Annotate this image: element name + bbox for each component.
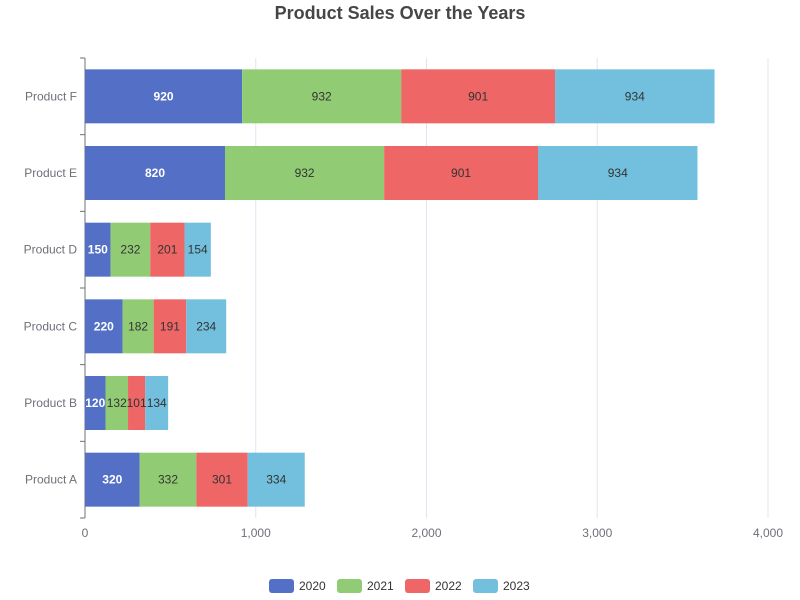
bar-value-label: 901 [468, 89, 488, 103]
legend-item-2022[interactable]: 2022 [405, 579, 462, 593]
x-tick-label: 3,000 [582, 526, 612, 540]
bar-value-label: 220 [94, 319, 114, 333]
legend-item-2020[interactable]: 2020 [269, 579, 326, 593]
bar-value-label: 234 [196, 319, 216, 333]
y-tick-label: Product B [24, 396, 77, 410]
bar-segment-2023-product-b[interactable] [145, 376, 169, 430]
grid-lines [255, 58, 769, 518]
bar-value-label: 120 [85, 396, 105, 410]
bar-value-label: 932 [312, 89, 332, 103]
legend-swatch [405, 579, 430, 593]
legend-swatch [337, 579, 362, 593]
legend-swatch [269, 579, 294, 593]
bar-value-labels: 320 332 301 334 120 132 101 134 220 182 191 234 150 2… [85, 89, 645, 486]
axes: 0 1,000 2,000 3,000 4,000 Product A Product B P… [24, 57, 783, 540]
bar-value-label: 901 [451, 166, 471, 180]
bar-value-label: 154 [188, 243, 208, 257]
bar-value-label: 334 [266, 473, 286, 487]
bar-segment-2021-product-d[interactable] [110, 222, 151, 277]
chart-title: Product Sales Over the Years [275, 3, 526, 23]
y-tick-label: Product D [24, 243, 78, 257]
bar-value-label: 320 [102, 473, 122, 487]
bar-segment-2020-product-d[interactable] [85, 222, 111, 277]
bar-segment-2022-product-d[interactable] [150, 222, 185, 277]
legend-label: 2020 [299, 579, 326, 593]
bar-segment-2023-product-f[interactable] [555, 69, 715, 124]
bar-segment-2021-product-f[interactable] [242, 69, 402, 124]
bars [85, 69, 715, 507]
bar-value-label: 332 [158, 473, 178, 487]
legend[interactable]: 2020 2021 2022 2023 [269, 579, 530, 593]
bar-segment-2023-product-c[interactable] [186, 299, 227, 354]
bar-value-label: 232 [120, 243, 140, 257]
x-tick-label: 2,000 [411, 526, 441, 540]
legend-swatch [473, 579, 498, 593]
bar-value-label: 820 [145, 166, 165, 180]
x-tick-label: 1,000 [241, 526, 271, 540]
x-tick-label: 0 [82, 526, 89, 540]
y-tick-label: Product A [25, 473, 77, 487]
bar-segment-2021-product-b[interactable] [105, 376, 129, 430]
bar-value-label: 301 [212, 473, 232, 487]
bar-value-label: 920 [154, 89, 174, 103]
legend-label: 2021 [367, 579, 394, 593]
bar-segment-2020-product-b[interactable] [85, 376, 106, 430]
bar-segment-2022-product-e[interactable] [384, 146, 538, 200]
legend-label: 2023 [503, 579, 530, 593]
legend-label: 2022 [435, 579, 462, 593]
bar-segment-2023-product-a[interactable] [247, 452, 305, 507]
legend-item-2023[interactable]: 2023 [473, 579, 530, 593]
bar-value-label: 150 [88, 243, 108, 257]
bar-value-label: 101 [127, 396, 147, 410]
bar-segment-2022-product-b[interactable] [128, 376, 146, 430]
x-tick-label: 4,000 [753, 526, 783, 540]
bar-value-label: 934 [625, 89, 645, 103]
bar-value-label: 134 [147, 396, 167, 410]
bar-value-label: 201 [157, 243, 177, 257]
bar-value-label: 132 [107, 396, 127, 410]
bar-segment-2020-product-c[interactable] [85, 299, 123, 354]
bar-segment-2022-product-c[interactable] [153, 299, 187, 354]
bar-segment-2023-product-d[interactable] [184, 222, 211, 277]
bar-value-label: 191 [160, 319, 180, 333]
bar-segment-2021-product-a[interactable] [139, 452, 197, 507]
bar-value-label: 934 [608, 166, 628, 180]
bar-value-label: 932 [295, 166, 315, 180]
legend-item-2021[interactable]: 2021 [337, 579, 394, 593]
bar-segment-2020-product-e[interactable] [85, 146, 226, 200]
bar-value-label: 182 [128, 319, 148, 333]
bar-segment-2021-product-c[interactable] [122, 299, 154, 354]
y-tick-label: Product F [25, 89, 77, 103]
y-tick-label: Product E [24, 166, 77, 180]
bar-segment-2020-product-a[interactable] [85, 452, 140, 507]
bar-segment-2022-product-f[interactable] [401, 69, 556, 124]
y-tick-label: Product C [24, 319, 78, 333]
bar-segment-2021-product-e[interactable] [225, 146, 385, 200]
bar-segment-2022-product-a[interactable] [196, 452, 248, 507]
bar-segment-2020-product-f[interactable] [85, 69, 243, 124]
bar-segment-2023-product-e[interactable] [537, 146, 698, 200]
